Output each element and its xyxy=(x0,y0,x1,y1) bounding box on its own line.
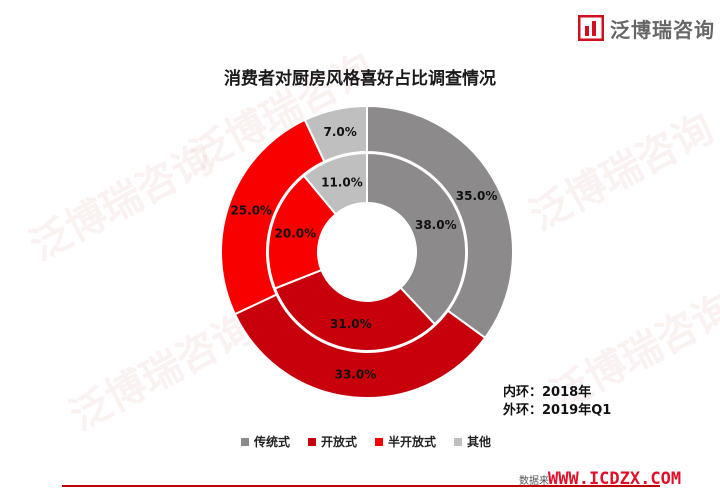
inner-ring-slice xyxy=(366,151,467,326)
legend-item: 半开放式 xyxy=(375,433,436,450)
brand-logo-icon xyxy=(578,15,604,41)
legend-label: 半开放式 xyxy=(388,435,437,449)
legend-swatch xyxy=(241,437,249,446)
inner-ring-slice xyxy=(273,268,437,352)
ring-note-label: 外环： xyxy=(503,403,543,418)
ring-note-label: 内环： xyxy=(503,385,543,400)
outer-ring-data-label: 33.0% xyxy=(335,367,377,381)
ring-note-value: 2019年Q1 xyxy=(542,403,612,418)
inner-ring-data-label: 38.0% xyxy=(415,218,457,232)
outer-ring-slice xyxy=(366,104,514,340)
legend-swatch xyxy=(375,437,384,446)
inner-ring-data-label: 20.0% xyxy=(275,227,317,241)
legend: 传统式 开放式 半开放式 其他 xyxy=(241,433,491,450)
source-site: WWW.ICDZX.COM xyxy=(548,469,682,489)
brand-logo: 泛博瑞咨询 xyxy=(578,10,715,46)
legend-swatch xyxy=(454,437,463,446)
inner-ring-data-label: 31.0% xyxy=(330,317,372,331)
outer-ring-data-label: 35.0% xyxy=(456,189,498,203)
brand-name: 泛博瑞咨询 xyxy=(610,17,715,42)
legend-label: 传统式 xyxy=(254,435,291,449)
ring-note-value: 2018年 xyxy=(542,385,592,400)
legend-item: 传统式 xyxy=(241,433,290,450)
outer-ring-data-label: 25.0% xyxy=(230,203,272,217)
legend-item: 其他 xyxy=(454,433,491,450)
outer-ring-slice xyxy=(303,104,368,163)
inner-ring-slice xyxy=(267,174,338,290)
legend-label: 其他 xyxy=(467,435,492,449)
inner-ring-data-label: 11.0% xyxy=(321,175,363,189)
legend-label: 开放式 xyxy=(321,435,358,449)
footer-divider xyxy=(62,485,660,487)
outer-ring-data-label: 7.0% xyxy=(324,125,357,139)
chart-title: 消费者对厨房风格喜好占比调查情况 xyxy=(224,69,496,89)
source-label: 数据来 xyxy=(519,476,549,487)
ring-note-inner: 内环：2018年 xyxy=(503,381,591,400)
legend-item: 开放式 xyxy=(308,433,357,450)
ring-note-outer: 外环：2019年Q1 xyxy=(503,399,611,418)
legend-swatch xyxy=(308,437,317,446)
outer-ring-slice xyxy=(233,293,487,399)
inner-ring-slice xyxy=(302,151,368,216)
